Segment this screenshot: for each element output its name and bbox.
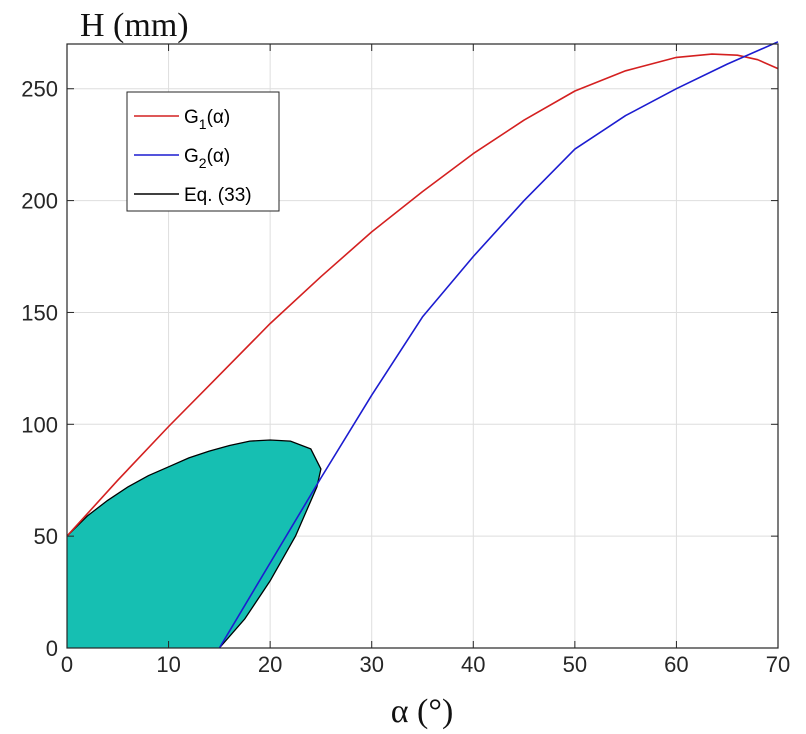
legend-g2-label: G2(α) [184,146,230,171]
x-tick-label: 40 [461,652,485,677]
legend-g1-label: G1(α) [184,107,230,132]
series-eq33-boundary [66,439,322,649]
y-tick-label: 0 [46,636,58,661]
series-eq33-area [67,440,321,648]
y-axis-title: H (mm) [80,7,189,44]
x-tick-label: 30 [359,652,383,677]
legend-g2-arg: (α) [207,146,231,167]
series-layer [66,41,779,649]
legend-g1-sub: 1 [199,116,207,132]
legend: G1(α) G2(α) Eq. (33) [126,91,280,212]
x-tick-label: 60 [664,652,688,677]
series-g1-line [66,53,779,537]
y-tick-label: 50 [34,524,58,549]
x-tick-label: 70 [766,652,790,677]
tick-layer [66,44,779,649]
plot-frame [66,43,779,649]
legend-g1-arg: (α) [207,107,231,128]
legend-g1-main: G [184,107,199,128]
x-tick-label: 0 [61,652,73,677]
y-tick-label: 200 [21,189,58,214]
legend-box [126,91,280,212]
x-tick-label: 10 [156,652,180,677]
legend-g2-sub: 2 [199,155,207,171]
x-tick-label: 20 [258,652,282,677]
label-layer: 0 10 20 30 40 50 60 70 0 50 100 150 200 250 [21,77,790,677]
y-tick-label: 250 [21,77,58,102]
legend-g2-main: G [184,146,199,167]
x-tick-label: 50 [563,652,587,677]
y-tick-label: 100 [21,412,58,437]
series-g2-line [218,41,779,649]
x-axis-title: α (°) [391,693,454,730]
y-tick-label: 150 [21,300,58,325]
legend-eq33-label: Eq. (33) [184,185,252,206]
